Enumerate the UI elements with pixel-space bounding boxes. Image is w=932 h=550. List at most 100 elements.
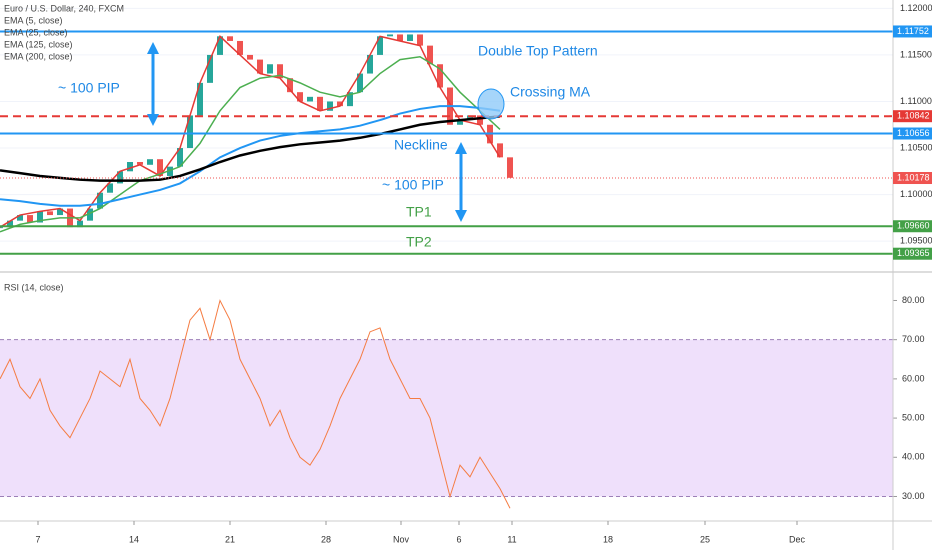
candle	[477, 115, 483, 125]
candle	[237, 40, 243, 55]
candle	[397, 34, 403, 41]
legend-entry: EMA (125, close)	[4, 39, 73, 49]
rsi-pane	[0, 299, 897, 509]
candle	[57, 208, 63, 216]
candle	[177, 148, 183, 167]
candle	[37, 211, 43, 223]
x-tick-label: Nov	[393, 534, 410, 544]
candle	[387, 34, 393, 37]
candle	[317, 96, 323, 111]
x-tick-label: 7	[35, 534, 40, 544]
candle	[127, 162, 133, 172]
candle	[327, 101, 333, 111]
level-badge	[893, 172, 932, 185]
candle	[147, 159, 153, 165]
annotation: TP2	[406, 234, 432, 250]
rsi-line	[0, 299, 511, 509]
ema-line	[0, 56, 501, 233]
level-badge	[893, 220, 932, 233]
candle	[337, 101, 343, 107]
candle	[437, 64, 443, 88]
candle	[377, 36, 383, 55]
candle	[107, 183, 113, 193]
candle	[367, 54, 373, 74]
candle	[467, 115, 473, 121]
x-tick-label: 11	[507, 534, 516, 544]
candle	[167, 166, 173, 176]
candle	[357, 73, 363, 93]
candle	[47, 211, 53, 216]
candle	[277, 64, 283, 79]
y-tick-label: 50.00	[902, 412, 925, 422]
annotation: ~ 100 PIP	[58, 80, 120, 96]
level-badge	[893, 110, 932, 123]
rsi-title: RSI (14, close)	[4, 282, 64, 292]
legend-entry: EMA (5, close)	[4, 15, 63, 25]
level-label: 1.09365	[897, 248, 930, 258]
candle	[257, 59, 263, 74]
y-tick-label: 80.00	[902, 295, 925, 305]
candle	[307, 96, 313, 102]
level-label: 1.10656	[897, 128, 930, 138]
y-tick-label: 30.00	[902, 491, 925, 501]
candle	[117, 171, 123, 184]
annotation: Crossing MA	[510, 84, 591, 100]
legend-entry: EMA (200, close)	[4, 51, 73, 61]
y-tick-label: 1.09500	[900, 236, 932, 246]
ema-line	[0, 105, 501, 207]
level-badge	[893, 25, 932, 38]
level-label: 1.10842	[897, 111, 930, 121]
annotation: TP1	[406, 204, 432, 220]
candle	[97, 192, 103, 209]
x-tick-label: 18	[603, 534, 613, 544]
level-badge	[893, 127, 932, 140]
x-tick-label: 21	[225, 534, 235, 544]
y-tick-label: 1.10500	[900, 142, 932, 152]
x-tick-label: 14	[129, 534, 139, 544]
candle	[7, 220, 13, 228]
candle	[207, 54, 213, 83]
candle	[197, 82, 203, 116]
candle	[287, 78, 293, 93]
candle	[457, 120, 463, 125]
candle	[427, 45, 433, 65]
candle	[217, 36, 223, 55]
candle	[247, 54, 253, 60]
legend-entry: EMA (25, close)	[4, 27, 68, 37]
candle	[17, 215, 23, 221]
candle	[227, 36, 233, 41]
x-tick-label: 25	[700, 534, 710, 544]
candle	[157, 159, 163, 176]
y-tick-label: 1.11500	[900, 49, 932, 59]
y-tick-label: 70.00	[902, 334, 925, 344]
symbol-title: Euro / U.S. Dollar, 240, FXCM	[4, 3, 124, 13]
candle	[347, 92, 353, 107]
y-tick-label: 40.00	[902, 452, 925, 462]
candle	[187, 115, 193, 149]
x-tick-label: Dec	[789, 534, 806, 544]
x-tick-label: 6	[456, 534, 461, 544]
y-tick-label: 1.12000	[900, 3, 932, 13]
crossing-marker	[477, 88, 505, 120]
candle	[87, 208, 93, 221]
level-label: 1.11752	[897, 26, 929, 36]
candle	[267, 64, 273, 74]
candle	[77, 220, 83, 228]
candle	[297, 92, 303, 102]
y-tick-label: 60.00	[902, 373, 925, 383]
annotation: Neckline	[394, 137, 448, 153]
level-badge	[893, 247, 932, 260]
level-label: 1.09660	[897, 221, 930, 231]
candle	[407, 34, 413, 41]
rsi-band	[0, 339, 893, 497]
candle	[417, 34, 423, 46]
y-tick-label: 1.10000	[900, 189, 932, 199]
annotation: Double Top Pattern	[478, 43, 598, 59]
ema-line	[0, 115, 501, 182]
candle	[0, 227, 3, 229]
arrows	[147, 42, 467, 222]
candle	[507, 157, 513, 178]
level-label: 1.10178	[897, 172, 930, 182]
annotation: ~ 100 PIP	[382, 177, 444, 193]
